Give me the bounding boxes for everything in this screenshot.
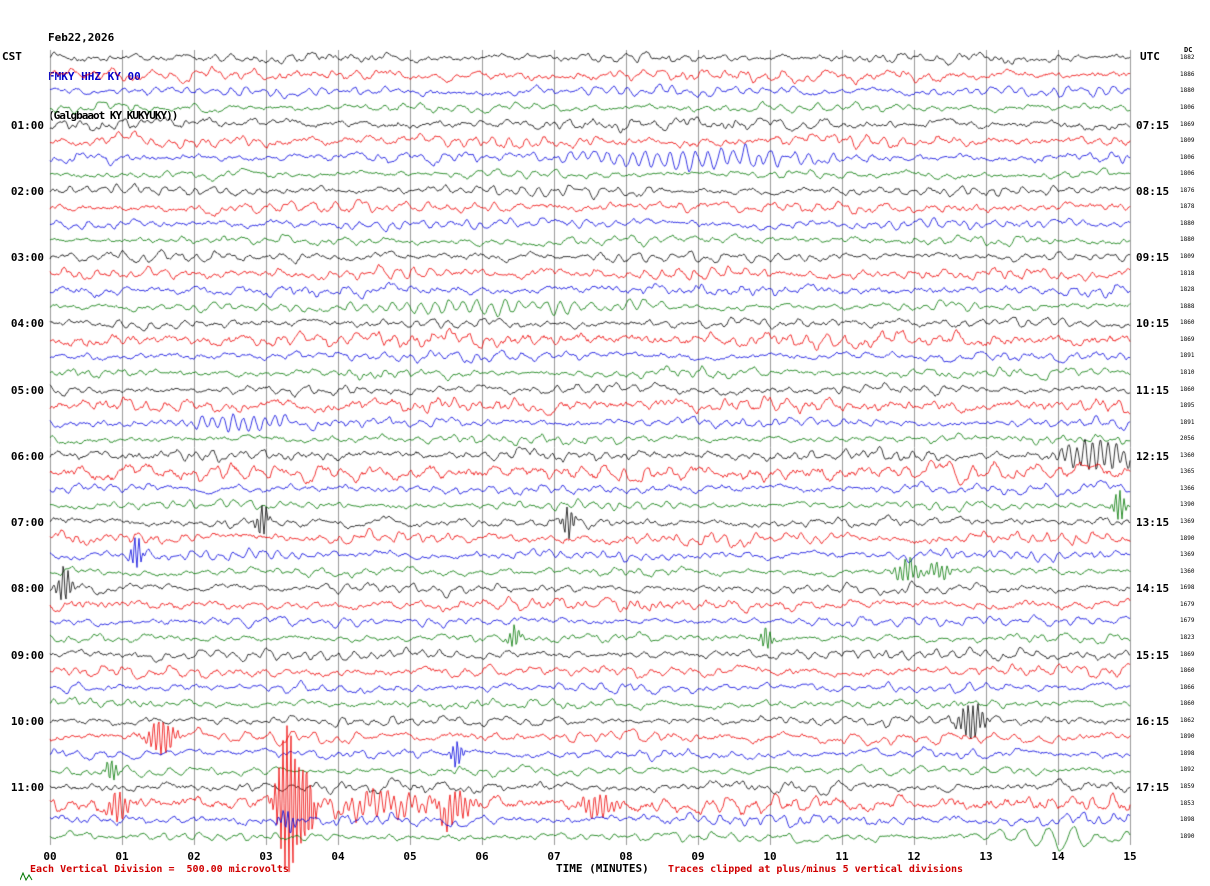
cst-time-label: 03:00	[10, 251, 44, 265]
cst-time-label: 02:00	[10, 184, 44, 198]
dc-value: 1876	[1180, 186, 1195, 194]
x-tick-label: 13	[979, 850, 993, 863]
dc-value: 1890	[1180, 832, 1195, 840]
dc-value: 1891	[1180, 418, 1195, 426]
dc-value: 1898	[1180, 816, 1195, 824]
x-tick-label: 09	[691, 850, 705, 863]
cst-time-label: 09:00	[10, 648, 44, 662]
utc-time-label: 08:15	[1136, 184, 1170, 198]
utc-time-label: 14:15	[1136, 582, 1170, 596]
cst-time-label: 06:00	[10, 449, 44, 463]
dc-value: 1390	[1180, 501, 1195, 509]
dc-value: 1360	[1180, 567, 1195, 575]
utc-time-label: 11:15	[1136, 383, 1170, 397]
x-tick-label: 07	[547, 850, 561, 863]
dc-value: 1888	[1180, 302, 1195, 310]
dc-value: 1366	[1180, 484, 1195, 492]
dc-value: 1818	[1180, 269, 1195, 277]
dc-value: 1869	[1180, 650, 1195, 658]
utc-time-label: 13:15	[1136, 516, 1170, 530]
dc-value: 1853	[1180, 799, 1195, 807]
dc-value: 1809	[1180, 253, 1195, 261]
dc-value: 1859	[1180, 783, 1195, 791]
dc-value: 1869	[1180, 120, 1195, 128]
x-tick-label: 12	[907, 850, 921, 863]
green-trace-overflow-mark	[20, 872, 33, 882]
dc-value: 1806	[1180, 103, 1195, 111]
dc-value: 1880	[1180, 236, 1195, 244]
dc-value: 1369	[1180, 551, 1195, 559]
clip-note: Traces clipped at plus/minus 5 vertical …	[668, 864, 964, 875]
utc-time-label: 12:15	[1136, 449, 1170, 463]
dc-value: 1892	[1180, 766, 1195, 774]
dc-value: 1698	[1180, 584, 1195, 592]
dc-value: 1860	[1180, 667, 1195, 675]
dc-value: 1886	[1180, 70, 1195, 78]
cst-time-label: 11:00	[10, 781, 44, 795]
dc-value: 1823	[1180, 633, 1195, 641]
x-tick-label: 01	[115, 850, 129, 863]
dc-value: 1860	[1180, 319, 1195, 327]
x-tick-label: 06	[475, 850, 489, 863]
utc-time-label: 09:15	[1136, 251, 1170, 265]
cst-time-label: 04:00	[10, 317, 44, 331]
utc-time-label: 10:15	[1136, 317, 1170, 331]
dc-value: 1679	[1180, 617, 1195, 625]
dc-value: 1806	[1180, 153, 1195, 161]
cst-time-label: 05:00	[10, 383, 44, 397]
x-tick-label: 08	[619, 850, 633, 863]
cst-time-label: 07:00	[10, 516, 44, 530]
cst-time-label: 01:00	[10, 118, 44, 132]
dc-value: 1898	[1180, 749, 1195, 757]
dc-value: 1862	[1180, 716, 1195, 724]
dc-value: 1806	[1180, 170, 1195, 178]
x-tick-label: 10	[763, 850, 777, 863]
dc-value: 1895	[1180, 402, 1195, 410]
dc-value: 1869	[1180, 335, 1195, 343]
cst-time-label: 08:00	[10, 582, 44, 596]
dc-value: 1365	[1180, 468, 1195, 476]
dc-value: 1860	[1180, 385, 1195, 393]
dc-value: 1890	[1180, 733, 1195, 741]
dc-value: 2056	[1180, 435, 1195, 443]
x-tick-label: 15	[1123, 850, 1137, 863]
x-tick-label: 02	[187, 850, 201, 863]
dc-value: 1866	[1180, 683, 1195, 691]
dc-value: 1360	[1180, 451, 1195, 459]
dc-value: 1679	[1180, 600, 1195, 608]
x-tick-label: 00	[43, 850, 57, 863]
utc-time-label: 15:15	[1136, 648, 1170, 662]
dc-value: 1891	[1180, 352, 1195, 360]
dc-value: 1809	[1180, 137, 1195, 145]
cst-time-label: 10:00	[10, 714, 44, 728]
dc-value: 1882	[1180, 54, 1195, 62]
dc-value: 1810	[1180, 368, 1195, 376]
x-tick-label: 11	[835, 850, 849, 863]
x-tick-label: 04	[331, 850, 345, 863]
x-tick-label: 03	[259, 850, 273, 863]
dc-value: 1860	[1180, 700, 1195, 708]
x-tick-label: 14	[1051, 850, 1065, 863]
utc-time-label: 17:15	[1136, 781, 1170, 795]
dc-value: 1828	[1180, 286, 1195, 294]
dc-value: 1890	[1180, 534, 1195, 542]
utc-time-label: 16:15	[1136, 714, 1170, 728]
dc-value: 1369	[1180, 518, 1195, 526]
x-tick-label: 05	[403, 850, 417, 863]
scale-note: Each Vertical Division = 500.00 microvol…	[30, 864, 289, 875]
dc-value: 1880	[1180, 219, 1195, 227]
dc-value: 1880	[1180, 87, 1195, 95]
utc-time-label: 07:15	[1136, 118, 1170, 132]
x-axis-title: TIME (MINUTES)	[556, 862, 649, 875]
dc-value: 1878	[1180, 203, 1195, 211]
